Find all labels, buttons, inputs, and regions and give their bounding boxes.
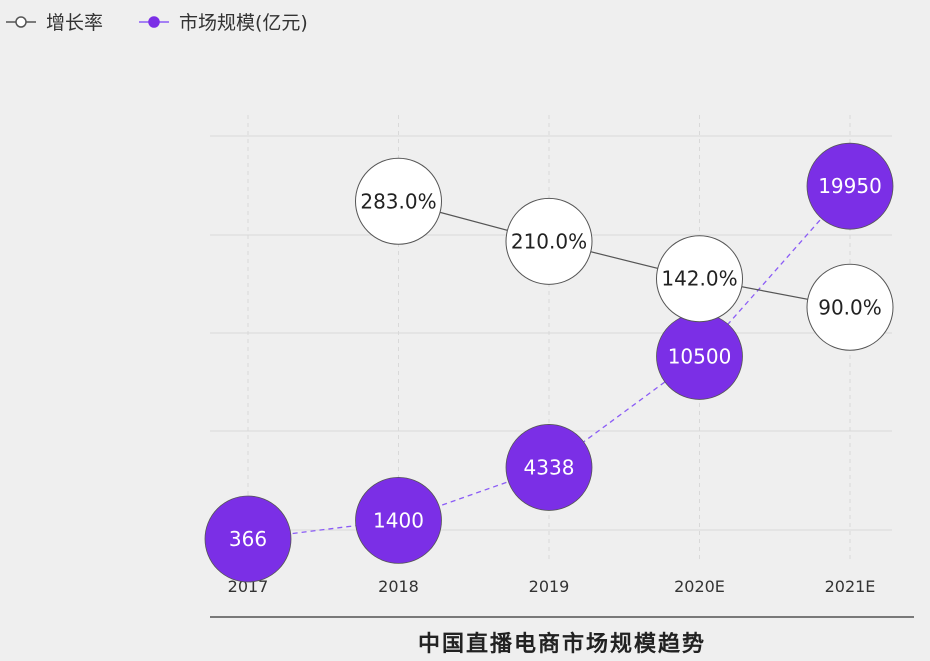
legend-swatch-market-size <box>139 15 170 28</box>
market-size-label-2021E: 19950 <box>818 174 882 198</box>
legend-item-market-size[interactable]: 市场规模(亿元) <box>139 8 308 35</box>
growth-rate-label-2020E: 142.0% <box>661 267 737 291</box>
growth-rate-label-2018: 283.0% <box>360 189 436 213</box>
x-tick-label-2: 2019 <box>529 577 570 596</box>
series-line-growth-rate <box>398 200 851 308</box>
growth-rate-point-2019 <box>505 197 593 285</box>
legend-label-market-size: 市场规模(亿元) <box>179 12 308 34</box>
chart-title: 中国直播电商市场规模趋势 <box>417 632 706 657</box>
growth-rate-point-2020E <box>656 235 743 323</box>
legend-swatch-growth-rate <box>6 15 36 28</box>
x-tick-label-0: 2017 <box>228 577 269 596</box>
growth-rate-point-2021E <box>806 263 894 351</box>
market-size-point-2021E <box>806 142 894 230</box>
growth-rate-point-2018 <box>355 157 442 245</box>
market-size-point-2018 <box>355 476 442 564</box>
market-size-label-2017: 366 <box>229 527 267 551</box>
legend-item-growth-rate[interactable]: 增长率 <box>6 8 103 35</box>
growth-rate-label-2019: 210.0% <box>511 229 587 253</box>
market-size-label-2019: 4338 <box>524 455 575 479</box>
x-tick-label-1: 2018 <box>378 577 419 596</box>
series-line-market-size <box>247 185 851 540</box>
market-size-label-2020E: 10500 <box>668 344 732 368</box>
market-size-point-2019 <box>505 424 593 511</box>
legend-label-growth-rate: 增长率 <box>46 12 104 34</box>
growth-rate-label-2021E: 90.0% <box>818 295 882 319</box>
market-size-point-2017 <box>204 495 292 583</box>
x-tick-label-3: 2020E <box>674 577 725 596</box>
x-tick-label-4: 2021E <box>825 577 876 596</box>
legend: 增长率 市场规模(亿元) <box>6 8 344 35</box>
market-size-label-2018: 1400 <box>373 508 424 532</box>
